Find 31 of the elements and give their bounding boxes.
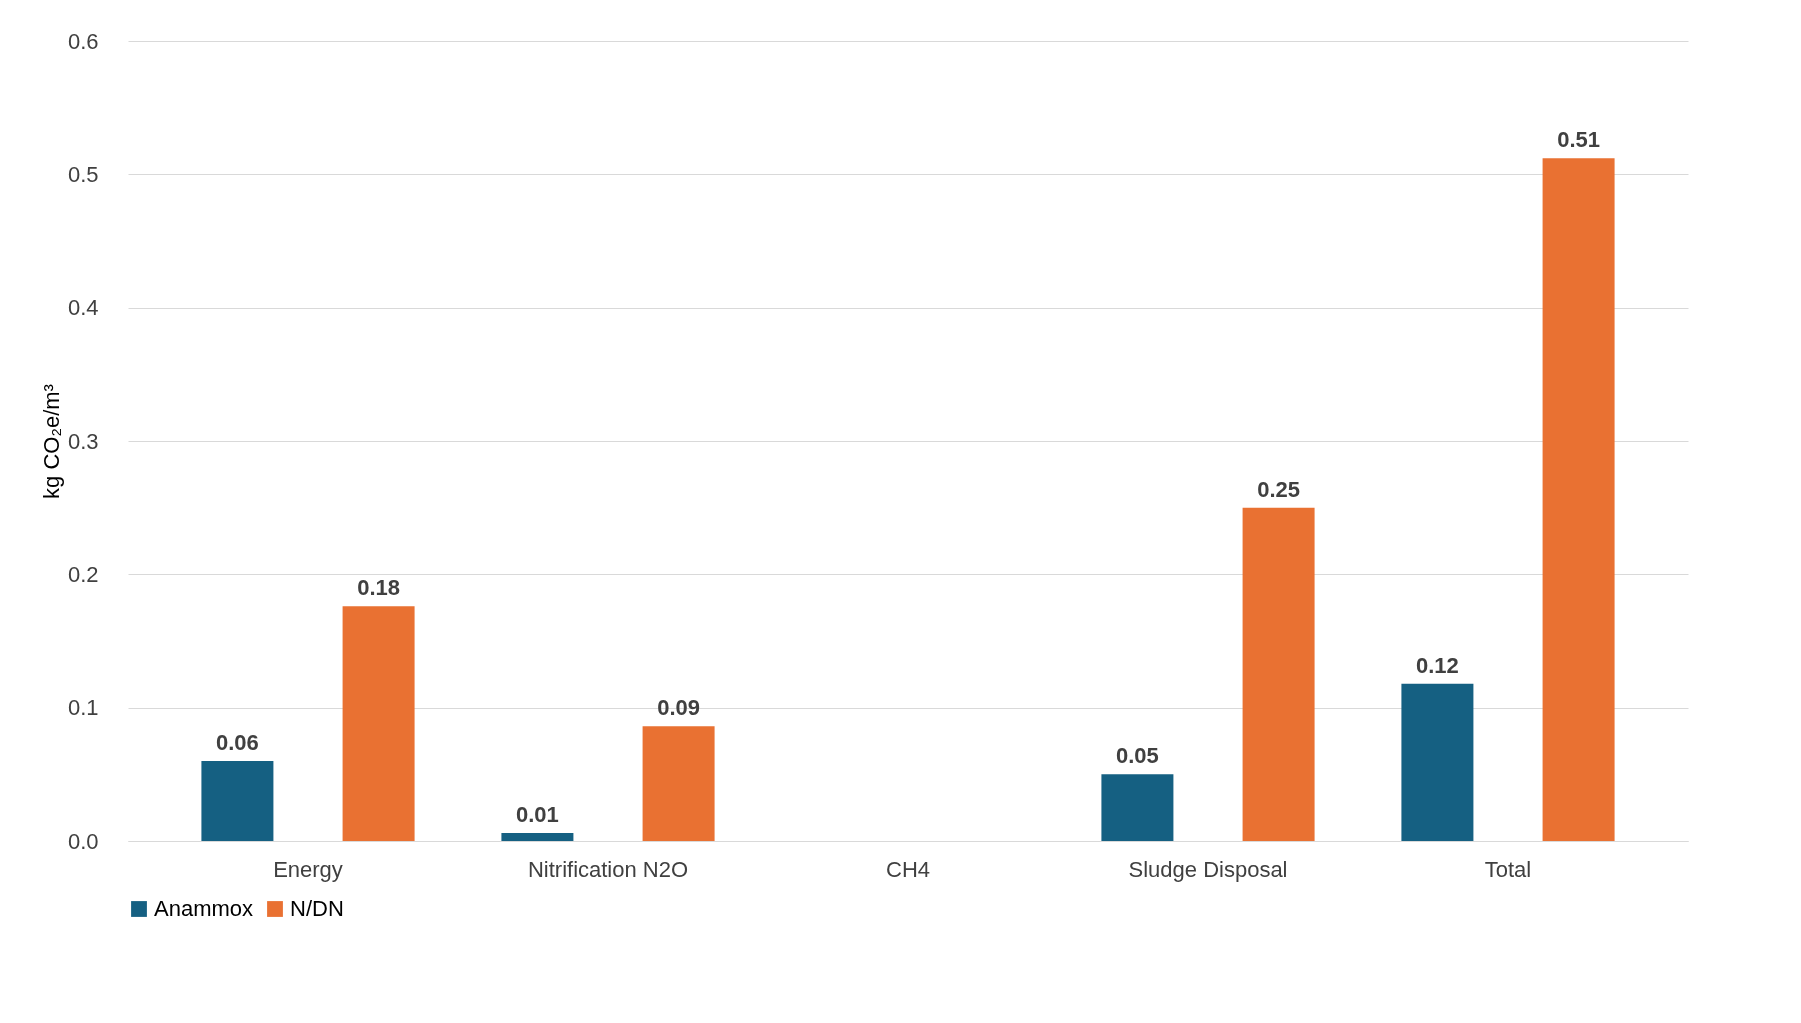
x-tick-label: Total — [1484, 856, 1532, 882]
bar — [201, 761, 274, 841]
y-tick-label: 0.1 — [67, 695, 99, 721]
data-label: 0.09 — [657, 695, 700, 721]
y-tick-label: 0.3 — [67, 428, 99, 454]
data-label: 0.01 — [516, 802, 559, 827]
bar — [1101, 774, 1174, 841]
x-tick-label: CH4 — [885, 856, 931, 882]
x-tick-label: Nitrification N2O — [527, 856, 689, 882]
bar — [1401, 683, 1474, 841]
data-label: 0.51 — [1557, 127, 1600, 153]
bar — [342, 606, 415, 841]
y-tick-label: 0.2 — [67, 561, 99, 587]
x-tick-label: Energy — [273, 856, 343, 882]
data-label: 0.25 — [1257, 476, 1300, 502]
bar — [501, 833, 574, 841]
data-label: 0.18 — [357, 575, 400, 601]
data-label: 0.05 — [1116, 743, 1159, 769]
legend-label: N/DN — [290, 896, 344, 921]
bar — [642, 726, 715, 841]
y-tick-label: 0.5 — [67, 161, 99, 187]
x-tick-label: Sludge Disposal — [1128, 856, 1288, 882]
legend-label: Anammox — [154, 896, 254, 921]
data-label: 0.06 — [216, 730, 259, 755]
bar — [1242, 507, 1315, 841]
y-tick-label: 0.6 — [67, 28, 99, 54]
bar — [1542, 158, 1615, 841]
data-label: 0.12 — [1416, 652, 1459, 678]
y-tick-label: 0.0 — [67, 828, 99, 854]
y-tick-label: 0.4 — [67, 295, 99, 321]
y-axis-title: kg CO₂e/m³ — [38, 384, 64, 499]
